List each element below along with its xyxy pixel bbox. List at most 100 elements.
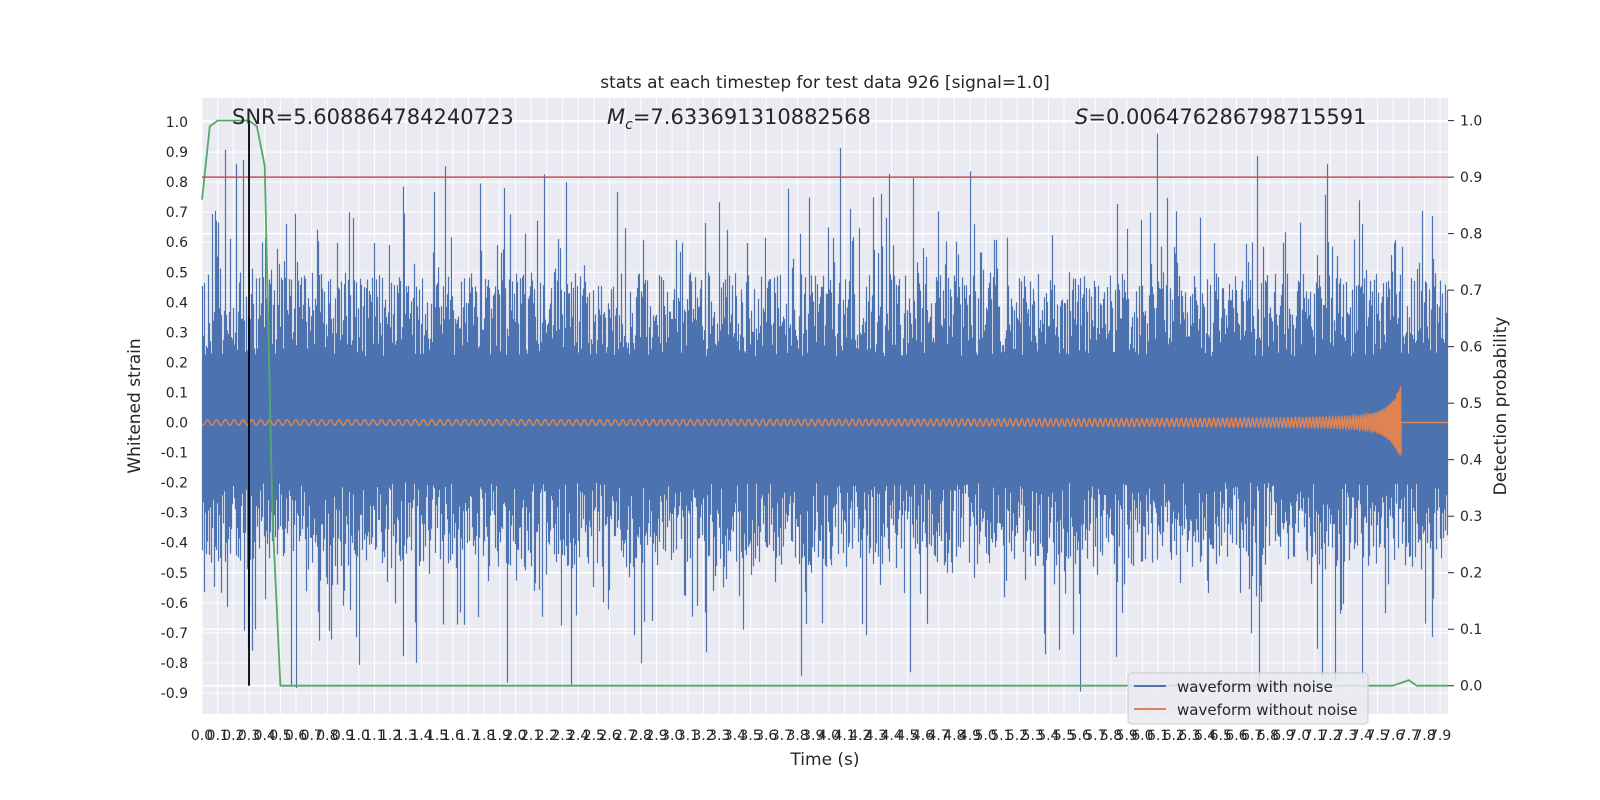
statistic-symbol: S (1075, 105, 1088, 129)
x-tick-label: 1.5 (426, 728, 448, 744)
right-y-tick-label: 0.2 (1460, 566, 1482, 582)
left-y-tick-label: -0.6 (161, 596, 188, 612)
right-y-tick-label: 0.1 (1460, 622, 1482, 638)
x-tick-label: 0.2 (222, 728, 244, 744)
left-y-tick-label: -0.7 (161, 626, 188, 642)
x-tick-label: 3.9 (802, 728, 824, 744)
x-tick-label: 2.3 (551, 728, 573, 744)
left-y-tick-label: 0.0 (166, 416, 188, 432)
x-tick-label: 2.0 (504, 728, 526, 744)
x-tick-label: 3.2 (692, 728, 714, 744)
x-axis-ticks: 0.00.10.20.30.40.50.60.70.80.91.01.11.21… (191, 728, 1451, 744)
x-tick-label: 0.8 (316, 728, 338, 744)
chirp-mass-symbol: M (607, 105, 625, 129)
x-tick-label: 0.3 (238, 728, 260, 744)
x-tick-label: 7.7 (1398, 728, 1420, 744)
right-y-tick-label: 0.8 (1460, 227, 1482, 243)
left-y-tick-label: -0.2 (161, 476, 188, 492)
x-tick-label: 2.2 (536, 728, 558, 744)
x-tick-label: 7.3 (1335, 728, 1357, 744)
left-y-tick-label: 0.5 (166, 265, 188, 281)
x-tick-label: 3.3 (708, 728, 730, 744)
left-y-tick-label: 0.3 (166, 325, 188, 341)
x-tick-label: 5.8 (1100, 728, 1122, 744)
x-tick-label: 0.7 (301, 728, 323, 744)
x-tick-label: 6.0 (1131, 728, 1153, 744)
x-tick-label: 7.5 (1366, 728, 1388, 744)
x-tick-label: 1.6 (442, 728, 464, 744)
x-tick-label: 3.1 (677, 728, 699, 744)
x-tick-label: 6.4 (1194, 728, 1216, 744)
x-tick-label: 6.5 (1210, 728, 1232, 744)
chirp-mass-value: =7.633691310882568 (633, 105, 871, 129)
left-y-tick-label: 0.4 (166, 295, 188, 311)
x-tick-label: 7.8 (1413, 728, 1435, 744)
x-tick-label: 2.8 (630, 728, 652, 744)
x-tick-label: 5.7 (1084, 728, 1106, 744)
right-y-tick-label: 0.3 (1460, 509, 1482, 525)
right-y-tick-label: 0.6 (1460, 340, 1482, 356)
x-tick-label: 6.1 (1147, 728, 1169, 744)
x-tick-label: 6.6 (1225, 728, 1247, 744)
left-y-tick-label: -0.1 (161, 446, 188, 462)
x-tick-label: 0.4 (254, 728, 276, 744)
x-tick-label: 4.1 (833, 728, 855, 744)
legend-clean-label: waveform without noise (1177, 701, 1357, 719)
x-tick-label: 5.2 (1006, 728, 1028, 744)
x-tick-label: 0.6 (285, 728, 307, 744)
left-y-tick-label: 0.7 (166, 205, 188, 221)
x-tick-label: 7.9 (1429, 728, 1451, 744)
x-tick-label: 1.3 (395, 728, 417, 744)
x-tick-label: 3.8 (786, 728, 808, 744)
waveform-without-noise-series (201, 386, 1448, 456)
x-tick-label: 6.2 (1163, 728, 1185, 744)
statistic-annotation: S=0.006476286798715591 (1075, 105, 1366, 129)
left-y-tick-label: -0.5 (161, 566, 188, 582)
right-axis-label: Detection probability (1491, 317, 1511, 496)
x-tick-label: 3.4 (724, 728, 746, 744)
x-tick-label: 4.4 (880, 728, 902, 744)
x-tick-label: 3.6 (755, 728, 777, 744)
detection-probability-line (201, 119, 1448, 687)
left-axis-ticks: -0.9 -0.8 -0.7 -0.6 -0.5 -0.4 -0.3 -0.2 -0.1 0.0 0… (161, 115, 188, 702)
x-tick-label: 2.1 (520, 728, 542, 744)
x-tick-label: 5.4 (1037, 728, 1059, 744)
right-y-tick-label: 0.5 (1460, 396, 1482, 412)
x-tick-label: 6.9 (1272, 728, 1294, 744)
x-tick-label: 5.9 (1116, 728, 1138, 744)
left-y-tick-label: 0.6 (166, 235, 188, 251)
x-tick-label: 7.2 (1319, 728, 1341, 744)
left-y-tick-label: 0.9 (166, 145, 188, 161)
x-tick-label: 4.2 (849, 728, 871, 744)
x-tick-label: 0.9 (332, 728, 354, 744)
x-tick-label: 4.7 (927, 728, 949, 744)
right-y-tick-label: 1.0 (1460, 114, 1482, 130)
noisy-waveform-path (201, 133, 1449, 692)
x-tick-label: 5.5 (1053, 728, 1075, 744)
x-tick-label: 1.7 (457, 728, 479, 744)
left-y-tick-label: 1.0 (166, 115, 188, 131)
x-tick-label: 2.9 (645, 728, 667, 744)
right-y-tick-label: 0.9 (1460, 170, 1482, 186)
x-tick-label: 1.4 (410, 728, 432, 744)
left-y-tick-label: 0.8 (166, 175, 188, 191)
snr-annotation: SNR=5.608864784240723 (232, 105, 514, 129)
x-tick-label: 7.4 (1351, 728, 1373, 744)
chirp-mass-annotation: Mc=7.633691310882568 (607, 105, 871, 133)
x-tick-label: 6.3 (1178, 728, 1200, 744)
x-tick-label: 3.5 (739, 728, 761, 744)
left-y-tick-label: -0.9 (161, 686, 188, 702)
x-tick-label: 6.8 (1257, 728, 1279, 744)
waveform-with-noise-series (201, 133, 1449, 692)
right-y-tick-label: 0.4 (1460, 453, 1482, 469)
chart-title: stats at each timestep for test data 926… (600, 73, 1050, 93)
left-y-tick-label: -0.4 (161, 536, 188, 552)
statistic-value: =0.006476286798715591 (1088, 105, 1366, 129)
x-tick-label: 0.0 (191, 728, 213, 744)
x-tick-label: 4.6 (912, 728, 934, 744)
x-tick-label: 1.8 (473, 728, 495, 744)
x-tick-label: 6.7 (1241, 728, 1263, 744)
x-tick-label: 4.5 (896, 728, 918, 744)
x-tick-label: 7.1 (1304, 728, 1326, 744)
